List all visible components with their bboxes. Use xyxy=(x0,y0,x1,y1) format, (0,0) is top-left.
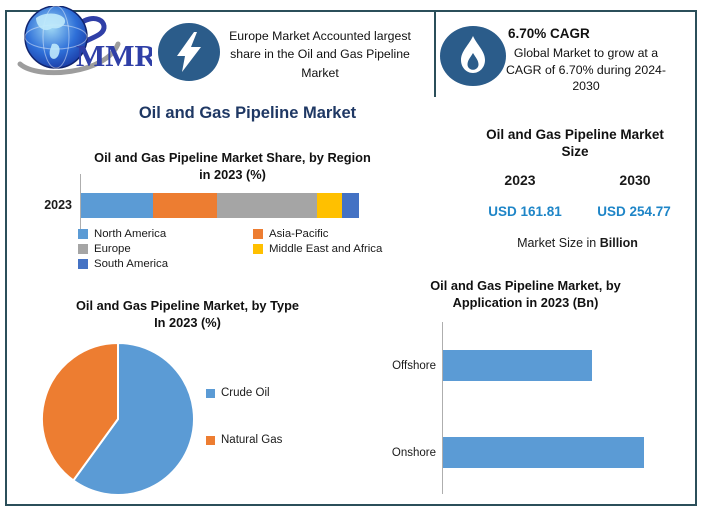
legend-label: South America xyxy=(94,258,169,270)
app-category-label: Offshore xyxy=(392,359,436,372)
app-chart-row: Offshore xyxy=(370,350,592,381)
legend-item-europe: Europe xyxy=(78,243,253,255)
legend-marker xyxy=(253,244,263,254)
footnote-bold: Billion xyxy=(599,236,638,250)
region-legend: North America Asia-Pacific Europe Middle Ea… xyxy=(78,228,382,270)
header-divider xyxy=(434,11,436,97)
pie-legend-marker xyxy=(206,435,215,445)
logo-text: MMR xyxy=(76,38,152,73)
legend-item-middle-east-and-africa: Middle East and Africa xyxy=(253,243,382,255)
bar-segment-asia-pacific xyxy=(153,193,218,218)
region-chart-title-line1: Oil and Gas Pipeline Market Share, by Re… xyxy=(94,150,371,165)
cagr-callout: 6.70% CAGR Global Market to grow at a CA… xyxy=(502,25,670,95)
market-size-footnote: Market Size in Billion xyxy=(465,236,690,250)
app-bar xyxy=(443,350,592,381)
globe-logo-icon: MMR xyxy=(17,6,152,76)
cagr-title: 6.70% CAGR xyxy=(508,26,590,41)
application-chart-title: Oil and Gas Pipeline Market, by Applicat… xyxy=(418,277,633,311)
application-chart-title-line1: Oil and Gas Pipeline Market, by xyxy=(430,278,621,293)
legend-label: Europe xyxy=(94,243,131,255)
market-size-title-line2: Size xyxy=(561,144,589,159)
legend-item-asia-pacific: Asia-Pacific xyxy=(253,228,382,240)
pie-legend-label: Crude Oil xyxy=(221,387,270,399)
application-chart-title-line2: Application in 2023 (Bn) xyxy=(452,295,599,310)
pie-legend-item: Natural Gas xyxy=(206,434,282,446)
legend-label: Asia-Pacific xyxy=(269,228,329,240)
type-chart-title-line2: In 2023 (%) xyxy=(154,315,221,330)
pie-slice-crude-oil xyxy=(71,341,195,496)
app-bar xyxy=(443,437,644,468)
app-category-label: Onshore xyxy=(391,446,436,459)
region-category-label: 2023 xyxy=(44,198,72,212)
type-chart-title: Oil and Gas Pipeline Market, by Type In … xyxy=(40,297,335,331)
market-size-value-2030: USD 254.77 xyxy=(597,204,671,219)
type-chart-title-line1: Oil and Gas Pipeline Market, by Type xyxy=(75,298,300,313)
pie-chart xyxy=(41,341,195,496)
market-size-title-line1: Oil and Gas Pipeline Market xyxy=(486,127,664,142)
legend-marker xyxy=(78,259,88,269)
legend-item-north-america: North America xyxy=(78,228,253,240)
flame-icon xyxy=(440,26,506,86)
app-chart-row: Onshore xyxy=(370,437,644,468)
footnote-prefix: Market Size in xyxy=(517,236,600,250)
region-chart-title-line2: in 2023 (%) xyxy=(199,167,266,182)
application-chart-axis xyxy=(442,322,443,494)
pie-legend-marker xyxy=(206,388,215,398)
market-size-title: Oil and Gas Pipeline Market Size xyxy=(460,126,690,160)
legend-label: Middle East and Africa xyxy=(269,243,383,255)
year-2023-label: 2023 xyxy=(504,172,536,188)
region-stacked-bar xyxy=(81,193,359,218)
pie-slices xyxy=(41,341,195,496)
year-2030-label: 2030 xyxy=(619,172,651,188)
region-chart-axis xyxy=(80,174,81,232)
pie-legend-item: Crude Oil xyxy=(206,387,270,399)
legend-item-south-america: South America xyxy=(78,258,253,270)
pie-legend-label: Natural Gas xyxy=(221,434,283,446)
bar-segment-europe xyxy=(217,193,318,218)
lightning-icon xyxy=(158,23,220,81)
legend-marker xyxy=(253,229,263,239)
europe-callout-text: Europe Market Accounted largest share in… xyxy=(229,29,411,80)
bar-segment-middle-east-and-africa xyxy=(317,193,343,218)
legend-marker xyxy=(78,244,88,254)
market-size-value-2023: USD 161.81 xyxy=(488,204,562,219)
bar-segment-north-america xyxy=(81,193,154,218)
pie-slice-natural-gas xyxy=(41,341,119,482)
page-title: Oil and Gas Pipeline Market xyxy=(138,104,357,122)
legend-marker xyxy=(78,229,88,239)
bar-segment-south-america xyxy=(342,193,359,218)
region-chart-title: Oil and Gas Pipeline Market Share, by Re… xyxy=(55,149,410,183)
cagr-text: Global Market to grow at a CAGR of 6.70%… xyxy=(506,46,666,94)
legend-label: North America xyxy=(94,228,167,240)
